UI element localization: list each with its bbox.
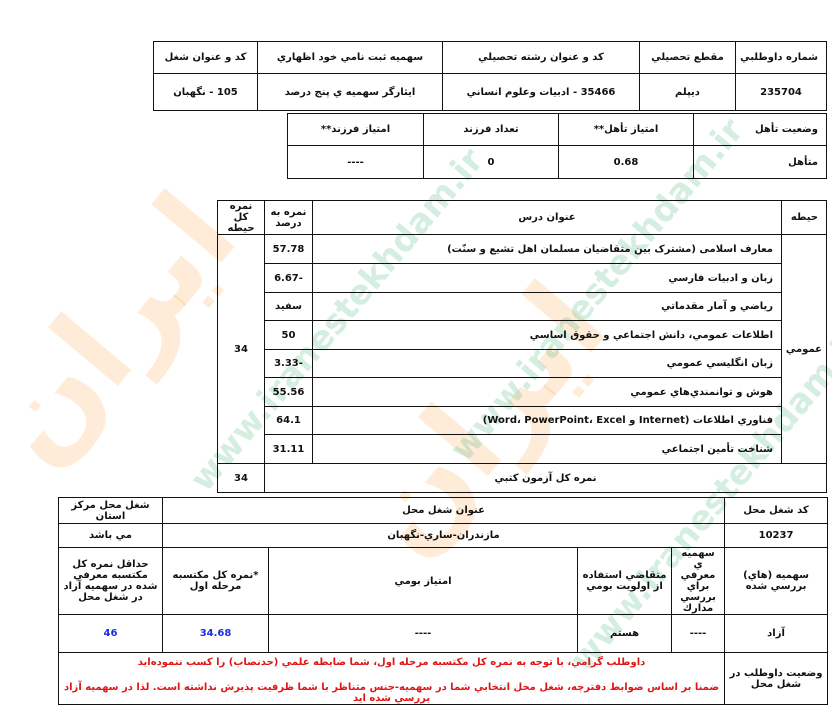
header-quotas-reviewed: سهميه (هاي) بررسي شده bbox=[724, 547, 829, 615]
header-children-score: امتياز فرزند** bbox=[287, 113, 424, 146]
header-marital-status: وضعيت تأهل bbox=[693, 113, 827, 146]
header-native-score: امتياز بومي bbox=[268, 547, 579, 615]
first-stage-score: 34.68 bbox=[161, 614, 270, 653]
job-table: كد شغل محل عنوان شغل محل شغل محل مركز اس… bbox=[57, 497, 829, 705]
header-job: كد و عنوان شغل bbox=[153, 41, 258, 74]
native-priority: هستم bbox=[577, 614, 673, 653]
children-count: 0 bbox=[423, 145, 559, 179]
header-min-score: حداقل نمره كل مكتسبه معرفي شده در سهميه … bbox=[58, 547, 163, 615]
course-title: هوش و توانمندي‌هاي عمومي bbox=[312, 377, 782, 407]
candidate-number: 235704 bbox=[735, 73, 827, 111]
header-children-count: تعداد فرزند bbox=[423, 113, 559, 146]
course-title: فناوري اطلاعات (Internet و Word، PowerPo… bbox=[312, 406, 782, 435]
header-job-code: كد شغل محل bbox=[724, 497, 829, 524]
header-domain-total: نمره كل حيطه bbox=[217, 200, 265, 235]
header-domain: حيطه bbox=[781, 200, 827, 235]
course-percent: -3.33 bbox=[264, 349, 313, 378]
quota-reviewed: آزاد bbox=[724, 614, 829, 653]
course-title: شناخت تأمين اجتماعي bbox=[312, 434, 782, 464]
course-percent: 64.1 bbox=[264, 406, 313, 435]
domain-total: 34 bbox=[217, 234, 265, 464]
status-line-2: ضمنا بر اساس ضوابط دفترچه، شغل محل انتخا… bbox=[64, 682, 720, 704]
marital-score: 0.68 bbox=[558, 145, 694, 179]
marital-status: متأهل bbox=[693, 145, 827, 179]
province-center: مي باشد bbox=[58, 523, 163, 548]
children-score: ---- bbox=[287, 145, 424, 179]
course-percent: 50 bbox=[264, 320, 313, 350]
header-province-center: شغل محل مركز استان bbox=[58, 497, 163, 524]
course-percent: سفيد bbox=[264, 292, 313, 321]
job: 105 - نگهبان bbox=[153, 73, 258, 111]
field: 35466 - ادبيات وعلوم انساني bbox=[442, 73, 640, 111]
header-candidate-number: شماره داوطلبي bbox=[735, 41, 827, 74]
header-education-level: مقطع تحصيلي bbox=[639, 41, 736, 74]
header-course: عنوان درس bbox=[312, 200, 782, 235]
course-title: رياضي و آمار مقدماتي bbox=[312, 292, 782, 321]
course-percent: 31.11 bbox=[264, 434, 313, 464]
status-label: وضعيت داوطلب در شغل محل bbox=[724, 652, 829, 705]
header-native-priority: متقاضي استفاده از اولويت بومي bbox=[577, 547, 673, 615]
header-quota: سهميه ثبت نامي خود اظهاري bbox=[257, 41, 443, 74]
header-quota-for-review: سهميه ي معرفي براي بررسي مدارك bbox=[671, 547, 726, 615]
status-line-1: داوطلب گرامي، با توجه به نمره كل مكتسبه … bbox=[137, 657, 646, 668]
marital-table: وضعيت تأهل امتياز تأهل** تعداد فرزند امت… bbox=[287, 113, 827, 179]
header-field: كد و عنوان رشته تحصيلي bbox=[442, 41, 640, 74]
course-title: زبان انگليسي عمومي bbox=[312, 349, 782, 378]
job-title: مازندران-ساري-نگهبان bbox=[161, 523, 726, 548]
quota-for-review: ---- bbox=[671, 614, 726, 653]
native-score: ---- bbox=[268, 614, 579, 653]
total-score: 34 bbox=[217, 463, 265, 493]
header-first-stage-score: *نمره كل مكتسبه مرحله اول bbox=[161, 547, 270, 615]
course-percent: -6.67 bbox=[264, 263, 313, 293]
course-title: معارف اسلامی (مشترک بین متقاضیان مسلمان … bbox=[312, 234, 782, 264]
job-code: 10237 bbox=[724, 523, 829, 548]
scores-table: حيطه عنوان درس نمره به درصد نمره كل حيطه… bbox=[217, 200, 827, 493]
min-score: 46 bbox=[58, 614, 163, 653]
education-level: ديپلم bbox=[639, 73, 736, 111]
course-percent: 55.56 bbox=[264, 377, 313, 407]
status-message: داوطلب گرامي، با توجه به نمره كل مكتسبه … bbox=[57, 652, 726, 705]
domain-name: عمومي bbox=[781, 234, 827, 464]
quota: ايثارگر سهميه ي پنج درصد bbox=[257, 73, 443, 111]
header-percent: نمره به درصد bbox=[264, 200, 313, 235]
total-label: نمره كل آزمون كتبي bbox=[264, 463, 827, 493]
course-percent: 57.78 bbox=[264, 234, 313, 264]
course-title: زبان و ادبيات فارسي bbox=[312, 263, 782, 293]
header-job-title: عنوان شغل محل bbox=[161, 497, 726, 524]
course-title: اطلاعات عمومي، دانش اجتماعي و حقوق اساسي bbox=[312, 320, 782, 350]
candidate-table: شماره داوطلبي مقطع تحصيلي كد و عنوان رشت… bbox=[153, 41, 827, 111]
header-marital-score: امتياز تأهل** bbox=[558, 113, 694, 146]
